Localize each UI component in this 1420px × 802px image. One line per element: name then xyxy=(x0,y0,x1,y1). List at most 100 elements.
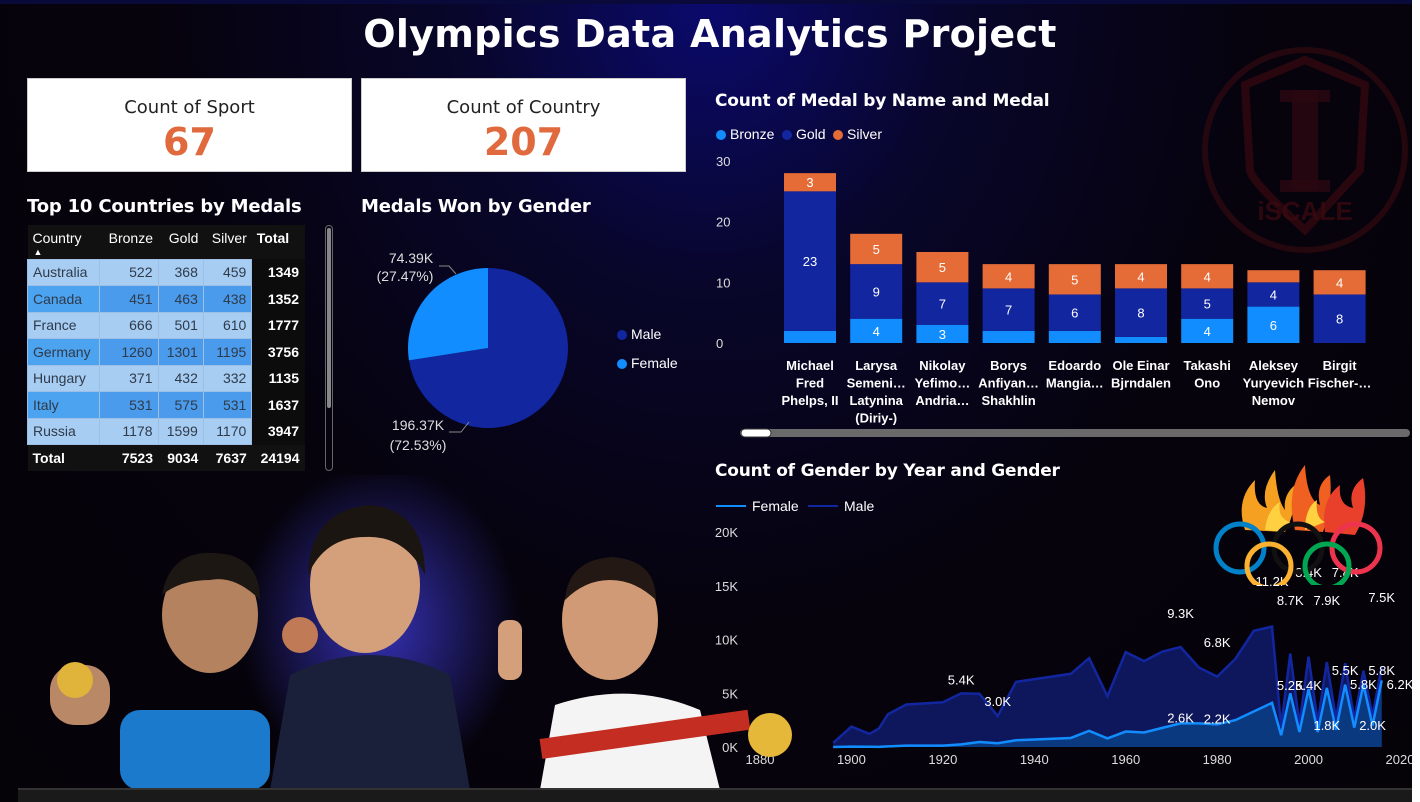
gender-pie-chart[interactable]: 74.39K (27.47%) 196.37K (72.53%) xyxy=(361,230,691,470)
total-value-cell: 24194 xyxy=(251,444,305,471)
male-label-leader xyxy=(449,421,470,433)
country-count-card[interactable]: Count of Country 207 xyxy=(361,78,686,172)
total-label-cell: Total xyxy=(27,444,100,471)
medal-bar-chart[interactable]: 30 20 10 0 23 3 Michael Fred Phelps, II 4 9 5 Larysa… xyxy=(700,145,1412,445)
medal-count-cell: 1301 xyxy=(157,338,204,366)
pie-legend-female[interactable]: Female xyxy=(617,355,678,371)
medal-count-cell: 531 xyxy=(99,391,159,419)
bar-segment-silver[interactable] xyxy=(784,173,836,192)
table-row[interactable]: Australia 522 368 459 1349 xyxy=(27,258,305,286)
silver-legend-dot xyxy=(833,130,843,140)
bottom-bar xyxy=(18,788,1413,802)
medal-count-cell: 1260 xyxy=(99,338,159,366)
bar-data-label: 4 xyxy=(1137,269,1144,284)
male-slice[interactable] xyxy=(408,268,568,428)
bar-segment-silver[interactable] xyxy=(1247,270,1300,283)
medal-count-cell: 1170 xyxy=(202,417,253,445)
bar-data-label: 4 xyxy=(1270,287,1277,302)
header-country[interactable]: Country ▲ xyxy=(27,225,100,259)
female-slice[interactable] xyxy=(408,268,488,361)
pie-legend-male[interactable]: Male xyxy=(617,326,661,342)
bar-chart-scrollbar-thumb[interactable] xyxy=(740,428,772,438)
bar-segment-gold[interactable] xyxy=(850,264,903,319)
bar-segment-gold[interactable] xyxy=(1247,282,1300,307)
bar-segment-bronze[interactable] xyxy=(1115,336,1167,343)
y-tick-label: 5K xyxy=(722,686,738,701)
header-bronze[interactable]: Bronze xyxy=(99,225,158,259)
medal-count-cell: 531 xyxy=(202,391,253,419)
bar-chart-scrollbar[interactable] xyxy=(740,429,1410,437)
y-tick-label: 30 xyxy=(716,154,730,169)
bar-segment-bronze[interactable] xyxy=(982,330,1035,343)
bar-segment-bronze[interactable] xyxy=(784,330,836,343)
area-data-label: 7.9K xyxy=(1313,593,1340,608)
bar-segment-silver[interactable] xyxy=(1115,264,1167,289)
table-scrollbar-thumb[interactable] xyxy=(327,228,331,408)
bar-segment-gold[interactable] xyxy=(1048,294,1101,331)
table-row[interactable]: France 666 501 610 1777 xyxy=(27,311,305,339)
bar-data-label: 3 xyxy=(806,175,813,190)
line-legend-male[interactable]: Male xyxy=(808,498,874,514)
medal-count-cell: 432 xyxy=(157,364,204,392)
category-label: Fischer-… xyxy=(1308,376,1372,391)
bar-segment-gold[interactable] xyxy=(1115,288,1167,337)
sort-ascending-icon[interactable]: ▲ xyxy=(33,247,43,257)
category-label: Nemov xyxy=(1252,393,1296,408)
table-total-row: Total 7523 9034 7637 24194 xyxy=(27,444,305,471)
bar-data-label: 23 xyxy=(803,254,817,269)
total-value-cell: 7523 xyxy=(99,444,158,471)
medal-count-cell: 438 xyxy=(202,285,253,313)
header-silver[interactable]: Silver xyxy=(203,225,252,259)
bar-segment-gold[interactable] xyxy=(1181,288,1234,319)
bar-segment-silver[interactable] xyxy=(982,264,1035,289)
table-scrollbar[interactable] xyxy=(325,225,333,471)
bar-segment-silver[interactable] xyxy=(1048,264,1101,295)
bar-legend-gold[interactable]: Gold xyxy=(782,126,826,142)
table-row[interactable]: Italy 531 575 531 1637 xyxy=(27,391,305,419)
area-data-label: 5.8K xyxy=(1350,677,1377,692)
top-countries-table[interactable]: Country ▲ Bronze Gold Silver Total Austr… xyxy=(27,225,305,471)
header-total[interactable]: Total xyxy=(251,225,305,259)
bar-segment-silver[interactable] xyxy=(1181,264,1234,289)
bar-data-label: 6 xyxy=(1270,318,1277,333)
medal-chart-title: Count of Medal by Name and Medal xyxy=(715,91,1050,111)
bar-segment-bronze[interactable] xyxy=(850,318,903,343)
x-tick-label: 2020 xyxy=(1386,752,1412,767)
line-legend-female[interactable]: Female xyxy=(716,498,799,514)
header-gold[interactable]: Gold xyxy=(158,225,204,259)
bar-segment-silver[interactable] xyxy=(850,233,903,265)
bar-legend-bronze[interactable]: Bronze xyxy=(716,126,774,142)
medal-count-cell: 459 xyxy=(202,258,253,286)
bar-segment-gold[interactable] xyxy=(916,282,969,325)
sport-count-card[interactable]: Count of Sport 67 xyxy=(27,78,352,172)
bar-segment-bronze[interactable] xyxy=(1048,330,1101,343)
area-data-label: 8.7K xyxy=(1277,593,1304,608)
area-data-label: 5.8K xyxy=(1368,663,1395,678)
category-label: Ole Einar xyxy=(1112,358,1169,373)
bar-segment-gold[interactable] xyxy=(982,288,1035,331)
table-row[interactable]: Canada 451 463 438 1352 xyxy=(27,285,305,313)
table-row[interactable]: Germany 1260 1301 1195 3756 xyxy=(27,338,305,366)
total-cell: 3756 xyxy=(251,338,305,366)
bar-legend-silver[interactable]: Silver xyxy=(833,126,882,142)
category-label: Edoardo xyxy=(1048,358,1101,373)
female-line[interactable] xyxy=(833,680,1383,749)
iscale-watermark-logo: iSCALE xyxy=(1202,47,1408,253)
area-data-label: 11.2K xyxy=(1255,574,1288,589)
table-row[interactable]: Hungary 371 432 332 1135 xyxy=(27,364,305,392)
bar-segment-gold[interactable] xyxy=(1313,294,1366,343)
bar-data-label: 4 xyxy=(1204,324,1211,339)
bar-segment-bronze[interactable] xyxy=(916,324,969,343)
medal-count-cell: 1195 xyxy=(202,338,253,366)
area-data-label: 8.4K xyxy=(1295,565,1322,580)
male-line[interactable] xyxy=(832,625,1383,744)
bar-segment-bronze[interactable] xyxy=(1247,306,1300,343)
y-tick-label: 20 xyxy=(716,215,730,230)
bar-segment-silver[interactable] xyxy=(1313,270,1366,295)
bar-segment-bronze[interactable] xyxy=(1181,318,1234,343)
bar-segment-silver[interactable] xyxy=(916,252,969,283)
bar-segment-gold[interactable] xyxy=(784,191,836,331)
table-row[interactable]: Russia 1178 1599 1170 3947 xyxy=(27,417,305,445)
x-tick-label: 1920 xyxy=(928,752,957,767)
